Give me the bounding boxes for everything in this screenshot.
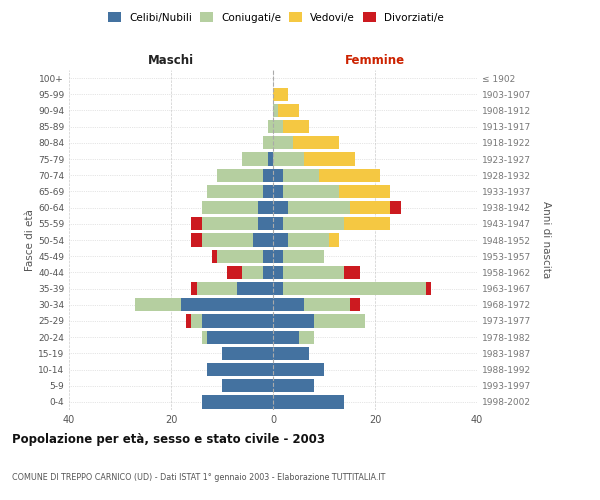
Bar bbox=[273, 136, 293, 149]
Bar bbox=[202, 396, 273, 408]
Bar bbox=[273, 379, 314, 392]
Bar bbox=[283, 250, 324, 263]
Bar bbox=[191, 282, 197, 295]
Bar bbox=[273, 185, 283, 198]
Bar bbox=[202, 330, 206, 344]
Bar bbox=[202, 234, 253, 246]
Bar bbox=[263, 185, 273, 198]
Bar bbox=[202, 314, 273, 328]
Bar bbox=[283, 217, 344, 230]
Bar bbox=[273, 234, 289, 246]
Bar bbox=[299, 330, 314, 344]
Bar bbox=[242, 266, 263, 279]
Bar bbox=[273, 104, 278, 117]
Bar bbox=[304, 152, 355, 166]
Bar bbox=[263, 266, 273, 279]
Bar bbox=[273, 298, 304, 312]
Bar bbox=[273, 168, 283, 182]
Bar bbox=[258, 201, 273, 214]
Bar bbox=[273, 250, 283, 263]
Bar bbox=[222, 379, 273, 392]
Bar bbox=[222, 346, 273, 360]
Bar bbox=[293, 136, 340, 149]
Bar bbox=[206, 363, 273, 376]
Bar bbox=[289, 234, 329, 246]
Bar bbox=[319, 168, 380, 182]
Bar bbox=[135, 298, 181, 312]
Bar bbox=[283, 266, 344, 279]
Bar bbox=[273, 396, 344, 408]
Bar bbox=[197, 282, 238, 295]
Bar bbox=[344, 217, 390, 230]
Bar bbox=[283, 168, 319, 182]
Bar bbox=[191, 314, 202, 328]
Text: Femmine: Femmine bbox=[345, 54, 405, 67]
Bar bbox=[212, 250, 217, 263]
Bar bbox=[391, 201, 401, 214]
Bar bbox=[242, 152, 268, 166]
Bar bbox=[273, 152, 304, 166]
Bar bbox=[304, 298, 349, 312]
Bar bbox=[263, 250, 273, 263]
Bar bbox=[273, 282, 283, 295]
Bar bbox=[186, 314, 191, 328]
Bar bbox=[191, 217, 202, 230]
Bar bbox=[217, 250, 263, 263]
Bar bbox=[263, 168, 273, 182]
Bar bbox=[202, 217, 258, 230]
Bar bbox=[253, 234, 273, 246]
Legend: Celibi/Nubili, Coniugati/e, Vedovi/e, Divorziati/e: Celibi/Nubili, Coniugati/e, Vedovi/e, Di… bbox=[106, 10, 446, 24]
Bar bbox=[268, 120, 273, 134]
Bar bbox=[191, 234, 202, 246]
Y-axis label: Fasce di età: Fasce di età bbox=[25, 209, 35, 271]
Bar bbox=[273, 217, 283, 230]
Bar bbox=[273, 120, 283, 134]
Bar bbox=[273, 314, 314, 328]
Bar bbox=[283, 120, 309, 134]
Bar bbox=[263, 136, 273, 149]
Bar bbox=[340, 185, 391, 198]
Text: Maschi: Maschi bbox=[148, 54, 194, 67]
Bar bbox=[329, 234, 340, 246]
Bar bbox=[227, 266, 242, 279]
Bar bbox=[283, 282, 426, 295]
Text: Popolazione per età, sesso e stato civile - 2003: Popolazione per età, sesso e stato civil… bbox=[12, 432, 325, 446]
Bar bbox=[181, 298, 273, 312]
Bar bbox=[206, 330, 273, 344]
Bar bbox=[349, 201, 391, 214]
Bar bbox=[217, 168, 263, 182]
Y-axis label: Anni di nascita: Anni di nascita bbox=[541, 202, 551, 278]
Bar bbox=[273, 346, 309, 360]
Bar bbox=[206, 185, 263, 198]
Bar bbox=[278, 104, 299, 117]
Bar bbox=[273, 330, 299, 344]
Bar bbox=[202, 201, 258, 214]
Bar bbox=[314, 314, 365, 328]
Text: COMUNE DI TREPPO CARNICO (UD) - Dati ISTAT 1° gennaio 2003 - Elaborazione TUTTIT: COMUNE DI TREPPO CARNICO (UD) - Dati IST… bbox=[12, 473, 385, 482]
Bar bbox=[273, 363, 324, 376]
Bar bbox=[268, 152, 273, 166]
Bar bbox=[283, 185, 340, 198]
Bar bbox=[289, 201, 349, 214]
Bar bbox=[238, 282, 273, 295]
Bar bbox=[426, 282, 431, 295]
Bar bbox=[273, 266, 283, 279]
Bar bbox=[273, 201, 289, 214]
Bar bbox=[273, 88, 289, 101]
Bar bbox=[258, 217, 273, 230]
Bar bbox=[344, 266, 360, 279]
Bar bbox=[349, 298, 360, 312]
